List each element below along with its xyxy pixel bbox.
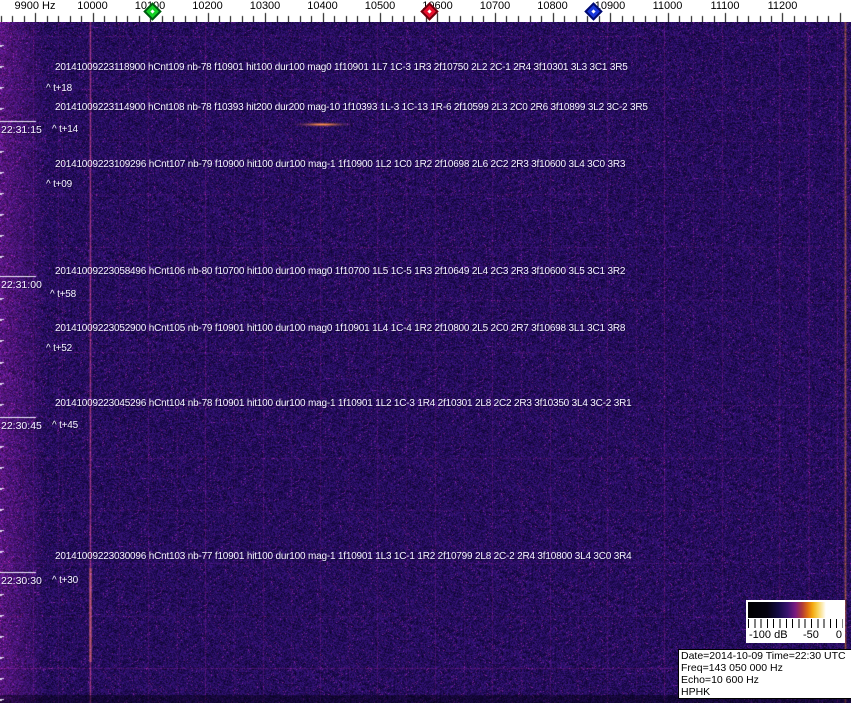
frequency-tick-label: 11000: [652, 0, 683, 12]
info-frequency: Freq=143 050 000 Hz: [681, 662, 783, 674]
colorbar-labels: -100 dB -50 0: [748, 629, 843, 642]
colorbar-max-label: 0: [835, 629, 842, 641]
frequency-tick-label: 9900 Hz: [14, 0, 56, 12]
frequency-tick-label: 10500: [364, 0, 396, 12]
colorbar-gradient-icon: [748, 602, 843, 618]
info-echo-frequency: Echo=10 600 Hz: [681, 674, 759, 686]
color-scale-legend: -100 dB -50 0: [746, 600, 845, 643]
frequency-tick-label: 10200: [192, 0, 223, 12]
frequency-tick-label: 10400: [307, 0, 338, 12]
colorbar-min-label: -100 dB: [749, 629, 788, 641]
frequency-tick-label: 10700: [479, 0, 511, 12]
info-station-id: HPHK: [681, 686, 711, 698]
info-date-time: Date=2014-10-09 Time=22:30 UTC: [681, 650, 846, 662]
frequency-tick-label: 10300: [249, 0, 281, 12]
colorbar-mid-label: -50: [803, 629, 819, 641]
colorbar-tick-ruler: [748, 619, 843, 628]
frequency-tick-label: 10800: [537, 0, 568, 12]
frequency-tick-label: 11100: [710, 0, 740, 12]
station-info-box: Date=2014-10-09 Time=22:30 UTC Freq=143 …: [678, 649, 851, 699]
frequency-tick-label: 11200: [767, 0, 798, 12]
frequency-tick-label: 10900: [594, 0, 626, 12]
frequency-tick-label: 10000: [77, 0, 108, 12]
spectrogram-canvas: [0, 22, 851, 703]
